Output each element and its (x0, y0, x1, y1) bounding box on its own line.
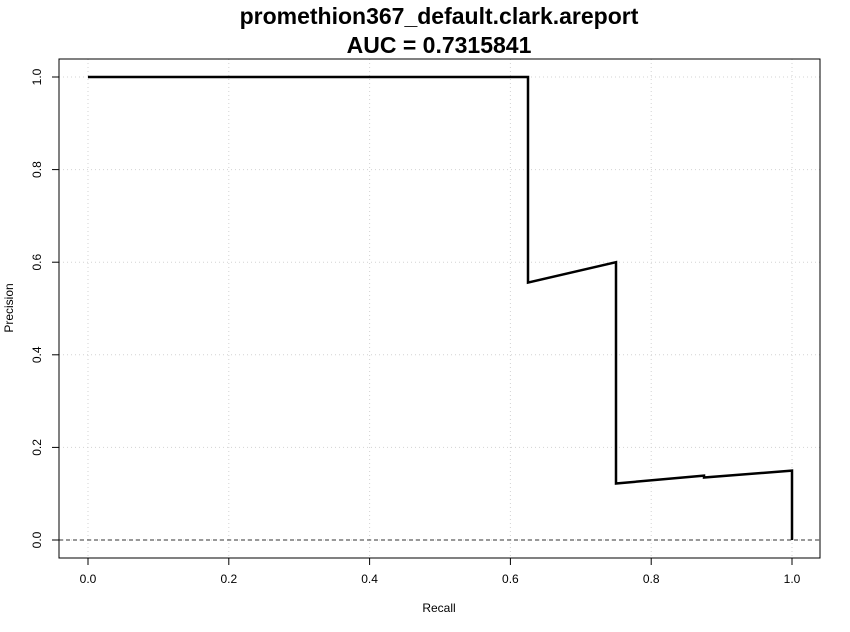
grid (59, 59, 820, 558)
chart-title: promethion367_default.clark.areport (240, 3, 639, 29)
chart-subtitle: AUC = 0.7315841 (347, 32, 532, 58)
y-axis-label: Precision (2, 283, 16, 332)
series-layer (88, 75, 794, 540)
y-tick-label: 0.0 (30, 531, 44, 548)
x-tick-label: 0.0 (80, 572, 97, 586)
x-tick-label: 0.8 (643, 572, 660, 586)
x-tick-label: 0.4 (361, 572, 378, 586)
y-tick-label: 0.2 (30, 439, 44, 456)
y-tick-label: 0.8 (30, 161, 44, 178)
x-tick-label: 0.2 (220, 572, 237, 586)
precision-recall-curve (88, 75, 794, 540)
x-tick-label: 0.6 (502, 572, 519, 586)
y-tick-label: 0.4 (30, 346, 44, 363)
y-tick-label: 1.0 (30, 68, 44, 85)
y-tick-label: 0.6 (30, 254, 44, 271)
x-axis-label: Recall (422, 601, 455, 615)
x-axis: 0.0 0.2 0.4 0.6 0.8 1.0 (80, 557, 801, 586)
y-axis: 0.0 0.2 0.4 0.6 0.8 1.0 (30, 68, 60, 548)
x-tick-label: 1.0 (784, 572, 801, 586)
plot-frame (58, 58, 821, 559)
